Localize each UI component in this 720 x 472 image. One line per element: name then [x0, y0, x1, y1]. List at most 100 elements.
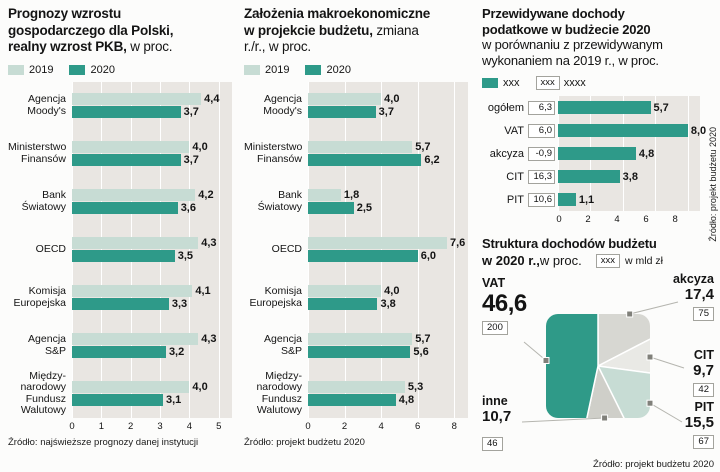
- bar-track: 3,8: [558, 170, 700, 183]
- bar-2020: [72, 105, 181, 118]
- comparison-value-box: -0,9: [528, 146, 555, 161]
- bar-2020: [308, 201, 354, 214]
- legend-spacer: [289, 69, 305, 70]
- slice-amount-box: 200: [482, 321, 508, 335]
- plot-area: 5,7: [558, 96, 700, 119]
- source-note: Źródło: projekt budżetu 2020: [244, 436, 365, 448]
- bar-2019: [72, 92, 202, 105]
- slice-name: akcyza: [672, 272, 714, 286]
- plot-area: 4,0 3,7: [72, 129, 232, 178]
- axis-spacer: [244, 418, 308, 433]
- bar-2020: [308, 297, 378, 310]
- bar-group: OECD 7,6 6,0: [244, 225, 468, 274]
- slice-percent: 46,6: [482, 290, 527, 317]
- bar-2020: [72, 201, 178, 214]
- bar-value: 4,0: [192, 380, 208, 393]
- category-label: Komisja Europejska: [13, 285, 66, 309]
- bar-track: 6,2: [308, 153, 468, 166]
- plot-area: 3,8: [558, 165, 700, 188]
- gridline: [189, 225, 191, 274]
- legend-swatch-2020: [482, 78, 498, 88]
- tax-revenue-bar-chart: ogółem 6,3 5,7 VAT 6,0 8,0 akcyza -0,9 4,8 CIT 16,…: [482, 96, 706, 226]
- gridline: [454, 369, 456, 418]
- bar-2019: [72, 284, 193, 297]
- macro-assumptions-bar-chart: Agencja Moody's 4,0 3,7 Ministerstwo Finansów…: [244, 81, 468, 433]
- category-label: Agencja Moody's: [263, 93, 302, 117]
- bar-value: 3,8: [622, 170, 638, 183]
- axis-spacer: [482, 211, 559, 226]
- bar-value: 3,1: [166, 393, 182, 406]
- legend: 2019 2020: [244, 64, 468, 76]
- bar-2019: [308, 380, 405, 393]
- gridline: [655, 142, 657, 165]
- bar-track: 7,6: [308, 236, 468, 249]
- comparison-value-box: 10,6: [528, 192, 555, 207]
- plot-area: 4,0 3,8: [308, 273, 468, 322]
- pie-slice-inne: [565, 363, 650, 418]
- bar-value: 1,1: [578, 193, 595, 206]
- gridline: [454, 81, 456, 130]
- bar-value: 8,0: [690, 124, 707, 137]
- legend-spacer: [53, 69, 69, 70]
- axis-tick: 0: [305, 420, 311, 432]
- plot-area: 4,3 3,5: [72, 225, 232, 274]
- bar-track: 3,1: [72, 393, 232, 406]
- title-line: w porównaniu z przewidywanym: [482, 37, 663, 52]
- bar-value: 3,7: [378, 105, 394, 118]
- legend-box-description: xxxx: [563, 77, 586, 89]
- leader-line: [629, 301, 679, 315]
- gridline: [454, 273, 456, 322]
- bar-row: CIT 16,3 3,8: [482, 165, 700, 188]
- bar-value: 2,5: [356, 201, 372, 214]
- bar-group: Bank Światowy 1,8 2,5: [244, 177, 468, 226]
- plot-area: 4,0 3,1: [72, 369, 232, 418]
- bar-2020: [558, 147, 636, 160]
- bar-group: Agencja S&P 4,3 3,2: [8, 321, 232, 370]
- bar-2020: [72, 345, 166, 358]
- bar-value: 5,7: [415, 332, 431, 345]
- category-label: Agencja S&P: [28, 333, 66, 357]
- gridline: [189, 273, 191, 322]
- title-line: w 2020 r.,: [482, 253, 540, 268]
- axis-tick: 6: [415, 420, 421, 432]
- gridline: [687, 142, 689, 165]
- panel-tax-revenues: Przewidywane dochody podatkowe w budżecie…: [482, 6, 718, 242]
- bar-value: 3,3: [171, 297, 188, 310]
- bar-track: 2,5: [308, 201, 468, 214]
- gdp-forecast-bar-chart: Agencja Moody's 4,4 3,7 Ministerstwo Finansów…: [8, 81, 232, 433]
- slice-amount-box: 42: [693, 383, 714, 397]
- legend: 2019 2020: [8, 64, 232, 76]
- bar-value: 4,3: [201, 332, 217, 345]
- slice-amount-box: 46: [482, 437, 503, 451]
- bar-2019: [72, 236, 199, 249]
- gridline: [655, 188, 657, 211]
- legend-swatch-label: xxx: [503, 77, 520, 89]
- gridline: [655, 96, 657, 119]
- gridline: [218, 273, 220, 322]
- axis-tick: 3: [157, 420, 163, 432]
- category-label: Bank Światowy: [21, 189, 66, 213]
- gridline: [189, 321, 191, 370]
- comparison-value-box: 16,3: [528, 169, 555, 184]
- gridline: [454, 177, 456, 226]
- category-label: ogółem: [487, 101, 524, 114]
- title-line: Prognozy wzrostu: [8, 6, 122, 21]
- pie-label-akcyza: akcyza 17,4 75: [673, 272, 714, 321]
- bar-track: 4,0: [72, 140, 232, 153]
- panel-title: Struktura dochodów budżetu: [482, 236, 714, 252]
- bar-track: 1,1: [558, 193, 700, 206]
- title-line: Założenia makroekonomiczne: [244, 6, 431, 21]
- legend-swatch-2019: [244, 64, 260, 75]
- bar-2020: [558, 124, 688, 137]
- bar-value: 3,6: [180, 201, 196, 214]
- bar-track: 3,6: [72, 201, 232, 214]
- slice-percent: 15,5: [684, 414, 714, 431]
- axis-tick: 4: [614, 214, 620, 225]
- slice-amount-box: 75: [693, 307, 714, 321]
- bar-track: 5,7: [558, 101, 700, 114]
- bar-value: 4,1: [195, 284, 211, 297]
- pie-svg: [521, 301, 685, 423]
- bar-value: 4,4: [204, 92, 220, 105]
- slice-name: VAT: [482, 276, 506, 290]
- title-line: r./r., w proc.: [244, 39, 311, 54]
